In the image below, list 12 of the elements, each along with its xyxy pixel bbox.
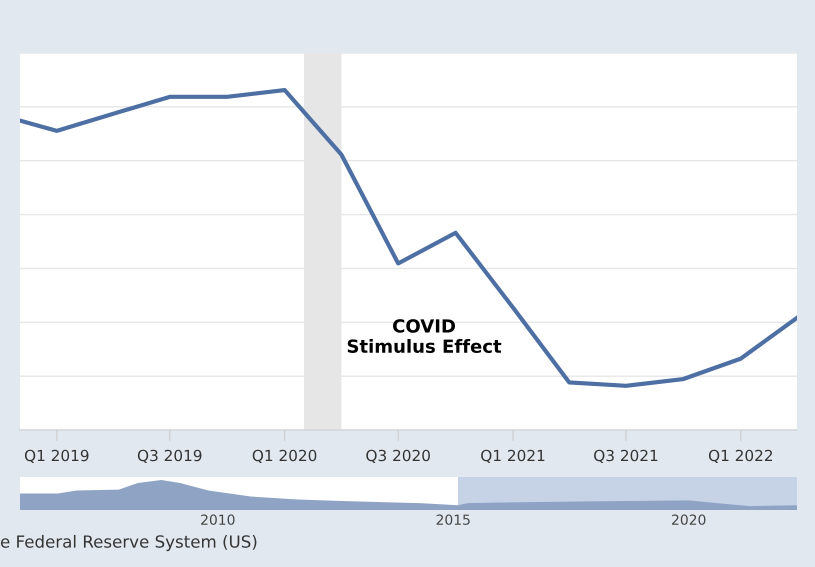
x-tick-label: Q3 2021 [594, 450, 658, 464]
x-tick-label: 2020 [672, 514, 706, 525]
x-tick-label: Q3 2020 [366, 450, 430, 464]
annotation: COVID Stimulus Effect [348, 319, 502, 353]
x-tick-label: Q1 2019 [24, 450, 88, 464]
x-tick-label: Q1 2022 [708, 450, 772, 464]
x-tick-label: Q1 2020 [252, 450, 316, 464]
text: e Federal Reserve System (US) [0, 534, 256, 552]
x-tick-label: 2010 [201, 514, 235, 525]
x-tick-label: Q1 2021 [481, 450, 544, 464]
x-tick-label: 2015 [436, 514, 470, 525]
x-tick-label: Q3 2019 [138, 450, 202, 464]
